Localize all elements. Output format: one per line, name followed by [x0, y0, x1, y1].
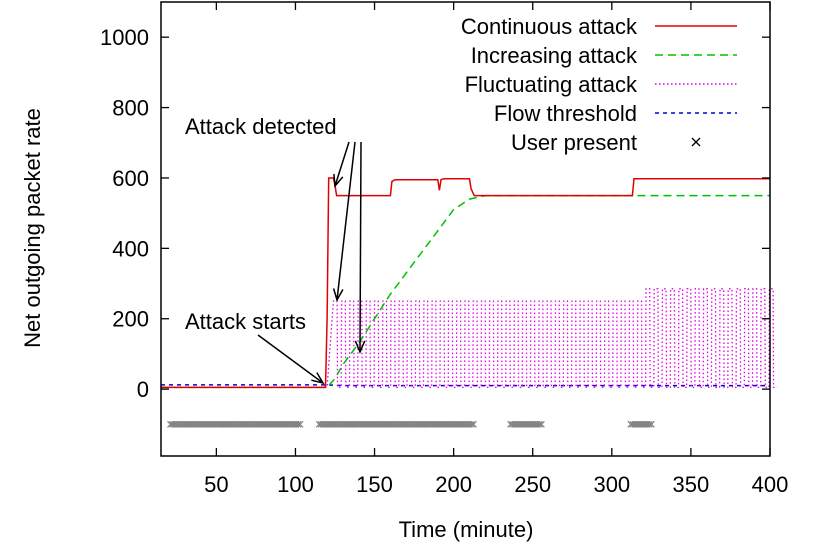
x-tick-label: 350	[673, 472, 710, 497]
user-present-marker	[535, 420, 543, 428]
x-tick-label: 150	[356, 472, 393, 497]
legend-sample-user-present	[691, 137, 701, 147]
plot-frame	[160, 1, 771, 457]
x-tick-label: 400	[752, 472, 789, 497]
annotation-attack-detected: Attack detected	[185, 114, 337, 139]
legend-label-continuous: Continuous attack	[461, 14, 638, 39]
arrow-detected-fluctuating	[336, 141, 356, 301]
series-flow-threshold-line	[161, 384, 770, 387]
plot-layer	[161, 177, 778, 428]
user-present-marker	[645, 420, 653, 428]
series-increasing-attack-line	[161, 194, 770, 389]
series-fluctuating-attack-line	[161, 288, 778, 389]
y-tick-label: 1000	[100, 25, 149, 50]
x-tick-label: 250	[514, 472, 551, 497]
x-tick-label: 50	[204, 472, 228, 497]
legend-label-increasing: Increasing attack	[471, 43, 638, 68]
axes-layer: 50 100 150 200 250 300 350 400 0 200 400 600 800 1000	[100, 1, 789, 497]
user-present-marker	[467, 420, 475, 428]
arrow-detected-increasing-head	[354, 340, 366, 354]
annotation-layer: Attack detected Attack starts	[185, 114, 366, 385]
y-tick-label: 800	[112, 96, 149, 121]
arrow-detected-continuous	[334, 141, 350, 187]
legend-label-user: User present	[511, 130, 637, 155]
user-present-marker	[538, 420, 545, 428]
arrow-detected-fluctuating-head	[332, 288, 344, 302]
user-present-marker	[469, 420, 477, 428]
user-present-marker	[294, 420, 302, 428]
arrow-attack-starts-head	[311, 372, 325, 385]
arrow-attack-starts	[257, 334, 324, 384]
y-tick-label: 0	[137, 377, 149, 402]
y-axis-label: Net outgoing packet rate	[20, 108, 45, 348]
series-continuous-attack-line	[161, 177, 770, 389]
x-axis-label: Time (minute)	[399, 517, 534, 542]
annotation-attack-starts: Attack starts	[185, 309, 306, 334]
arrow-detected-continuous-head	[333, 173, 344, 188]
user-present-marker	[296, 420, 304, 428]
x-tick-label: 100	[277, 472, 314, 497]
user-present-marker	[647, 420, 655, 428]
x-tick-label: 200	[435, 472, 472, 497]
y-tick-label: 400	[112, 236, 149, 261]
y-tick-label: 600	[112, 166, 149, 191]
legend: Continuous attack Increasing attack Fluc…	[461, 14, 737, 155]
legend-label-fluctuating: Fluctuating attack	[465, 72, 638, 97]
legend-label-threshold: Flow threshold	[494, 101, 637, 126]
y-tick-label: 200	[112, 307, 149, 332]
x-tick-label: 300	[593, 472, 630, 497]
arrow-detected-increasing	[359, 141, 362, 353]
